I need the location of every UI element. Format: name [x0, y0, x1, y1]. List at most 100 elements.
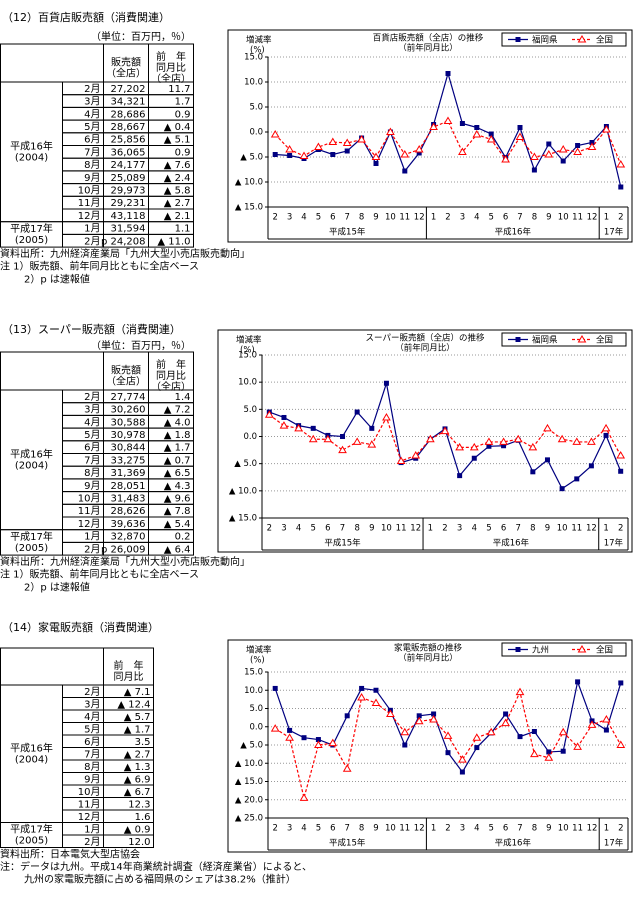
data-point: [431, 711, 437, 717]
note: 資料出所：九州経済産業局「九州大型小売店販売動向」: [0, 247, 250, 260]
x-tick-label: 3: [457, 524, 462, 534]
data-point: [602, 714, 611, 723]
chart-frame: [227, 639, 633, 853]
table-value: 3.5: [135, 737, 151, 748]
data-point: [354, 409, 360, 415]
header-cell: [0, 43, 104, 83]
data-point: [338, 445, 347, 454]
data-point: [618, 184, 624, 190]
x-tick-label: 2: [618, 524, 623, 534]
data-point: [367, 440, 377, 448]
series-line: [268, 414, 622, 462]
data-point: [314, 142, 323, 150]
table-value: 28,626: [111, 506, 146, 517]
data-point: [411, 451, 421, 459]
month-label: 11月: [78, 197, 101, 209]
x-group-label: 平成16年: [493, 538, 530, 549]
table-value: 29,231: [111, 198, 146, 209]
data-point: [357, 693, 366, 701]
data-point: [588, 463, 594, 469]
x-tick-label: 1: [604, 824, 609, 834]
table-value: ▲ 2.4: [164, 173, 191, 184]
x-tick-label: 2: [618, 824, 623, 834]
table-value: 34,321: [111, 97, 146, 108]
data-point: [603, 432, 609, 438]
x-tick-label: 10: [385, 824, 396, 834]
data-point: [587, 437, 596, 445]
month-label: 12月: [78, 811, 101, 823]
data-point: [557, 434, 567, 443]
header-text: （全店）: [106, 375, 146, 388]
x-tick-label: 10: [558, 213, 569, 223]
x-tick-label: 12: [414, 824, 425, 834]
header-cell: [0, 647, 104, 686]
chart-subtitle: （前年同月比）: [398, 653, 458, 664]
data-point: [429, 714, 438, 723]
data-point: [344, 713, 350, 719]
y-tick-label: ▲ 20.0: [235, 795, 263, 805]
data-point: [328, 137, 338, 145]
data-point: [486, 727, 496, 736]
y-tick-label: ▲ 5.0: [240, 741, 263, 751]
data-point: [515, 132, 525, 140]
unit-label: （単位：百万円，％）: [91, 339, 191, 352]
data-point: [357, 135, 366, 143]
data-point: [484, 437, 494, 445]
data-point: [386, 127, 395, 135]
y-axis-label: 増減率: [246, 645, 272, 656]
x-tick-label: 5: [316, 824, 321, 834]
table-value: 31,594: [111, 224, 146, 235]
x-group-label: 平成15年: [329, 227, 366, 238]
table-value: ▲ 11.0: [157, 236, 190, 247]
x-tick-label: 6: [330, 824, 335, 834]
data-point: [575, 679, 581, 685]
data-point: [315, 737, 321, 743]
y-tick-label: ▲ 15.0: [235, 203, 263, 213]
data-point: [560, 158, 566, 164]
data-point: [383, 380, 389, 386]
x-tick-label: 8: [532, 824, 537, 834]
note: 2）p は速報値: [24, 272, 90, 285]
era-label: 平成17年: [10, 222, 53, 235]
header-text: 前 年: [156, 358, 186, 371]
x-tick-label: 7: [344, 824, 349, 834]
data-point: [602, 125, 611, 133]
data-point: [344, 148, 350, 154]
month-label: 11月: [78, 798, 101, 810]
y-tick-label: ▲ 15.0: [229, 514, 257, 524]
x-tick-label: 1: [431, 213, 436, 223]
data-point: [440, 426, 450, 435]
y-tick-label: 10.0: [238, 378, 257, 388]
series-line: [269, 383, 622, 490]
table-value: ▲ 2.7: [164, 198, 191, 209]
data-point: [544, 150, 554, 158]
data-point: [425, 434, 435, 443]
x-tick-label: 3: [287, 213, 292, 223]
table-value: ▲ 1.8: [164, 430, 191, 441]
data-point: [618, 680, 624, 686]
y-tick-label: 10.0: [244, 686, 263, 696]
era-label: (2005): [15, 543, 48, 554]
data-point: [414, 716, 424, 725]
x-tick-label: 8: [359, 824, 364, 834]
data-point: [573, 147, 582, 155]
data-point: [287, 727, 293, 733]
month-label: 7月: [84, 454, 100, 466]
x-tick-label: 9: [546, 824, 551, 834]
data-point: [546, 749, 552, 755]
table-value: ▲ 6.9: [124, 774, 151, 785]
x-tick-label: 9: [546, 213, 551, 223]
data-point: [517, 734, 523, 740]
x-group-label: 17年: [604, 538, 624, 549]
x-tick-label: 4: [474, 213, 479, 223]
x-tick-label: 10: [385, 213, 396, 223]
era-label: (2005): [15, 235, 48, 246]
y-axis-label: 増減率: [236, 335, 262, 346]
x-tick-label: 5: [488, 824, 493, 834]
data-point: [559, 486, 565, 492]
data-point: [574, 476, 580, 482]
header-text: 同月比: [156, 370, 186, 382]
x-tick-label: 12: [587, 213, 598, 223]
month-label: 8月: [84, 467, 100, 479]
data-point: [474, 125, 480, 130]
